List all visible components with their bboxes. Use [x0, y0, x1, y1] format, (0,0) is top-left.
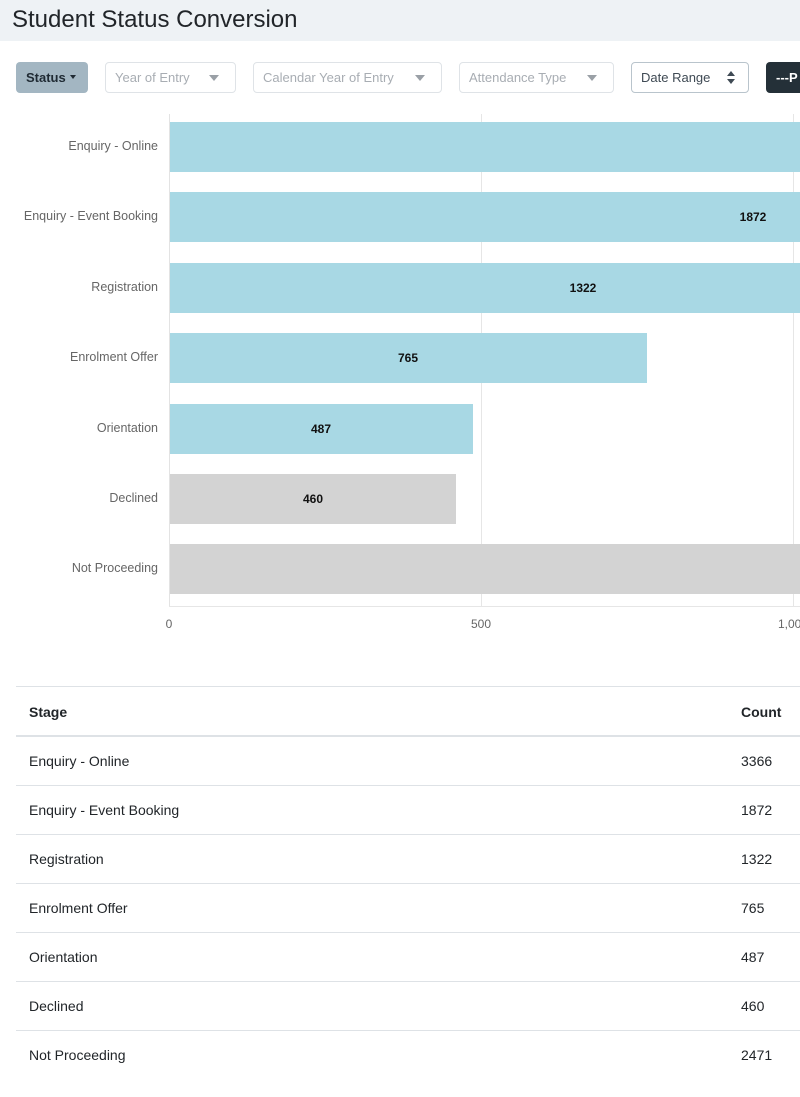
filter-bar: Status Year of Entry Calendar Year of En…	[0, 62, 800, 94]
table-row: Orientation 487	[16, 933, 800, 982]
table-row: Enquiry - Event Booking 1872	[16, 786, 800, 835]
bar-not-proceeding[interactable]	[170, 544, 800, 594]
cell-count: 1872	[741, 802, 773, 818]
category-label: Orientation	[96, 421, 158, 435]
category-label: Enquiry - Event Booking	[23, 209, 158, 223]
x-tick: 500	[470, 617, 492, 631]
caret-down-icon	[209, 75, 219, 81]
bar-enrolment-offer[interactable]	[170, 333, 647, 383]
bar-orientation[interactable]	[170, 404, 473, 454]
status-dropdown-button[interactable]: Status	[16, 62, 88, 93]
y-axis	[169, 114, 170, 607]
table-row: Enrolment Offer 765	[16, 884, 800, 933]
bar-chart: Enquiry - Online Enquiry - Event Booking…	[0, 108, 800, 638]
cell-stage: Enrolment Offer	[29, 900, 128, 916]
cell-stage: Enquiry - Online	[29, 753, 130, 769]
category-label: Declined	[109, 491, 158, 505]
date-range-label: Date Range	[641, 70, 711, 85]
caret-down-icon	[587, 75, 597, 81]
category-label: Enquiry - Online	[68, 139, 158, 153]
cell-stage: Not Proceeding	[29, 1047, 126, 1063]
x-tick: 1,00	[778, 617, 800, 631]
x-axis	[169, 606, 800, 607]
table-header-row: Stage Count	[16, 687, 800, 737]
bar-value-label: 1322	[569, 281, 597, 295]
bar-enquiry-event-booking[interactable]	[170, 192, 800, 242]
cell-stage: Enquiry - Event Booking	[29, 802, 180, 818]
year-of-entry-placeholder: Year of Entry	[115, 70, 190, 85]
cell-count: 765	[741, 900, 765, 916]
cell-count: 460	[741, 998, 765, 1014]
cell-count: 2471	[741, 1047, 773, 1063]
page-header: Student Status Conversion	[0, 0, 800, 41]
x-tick: 0	[165, 617, 173, 631]
cell-count: 3366	[741, 753, 773, 769]
table-row: Enquiry - Online 3366	[16, 737, 800, 786]
bar-value-label: 460	[302, 492, 324, 506]
caret-down-icon	[69, 74, 76, 79]
calendar-year-of-entry-select[interactable]: Calendar Year of Entry	[253, 62, 442, 93]
category-label: Not Proceeding	[71, 561, 158, 575]
bar-registration[interactable]	[170, 263, 800, 313]
cell-count: 1322	[741, 851, 773, 867]
bar-value-label: 1872	[739, 210, 767, 224]
page-title: Student Status Conversion	[12, 6, 298, 33]
cell-count: 487	[741, 949, 765, 965]
date-range-select[interactable]: Date Range	[631, 62, 749, 93]
cell-stage: Declined	[29, 998, 84, 1014]
attendance-type-select[interactable]: Attendance Type	[459, 62, 614, 93]
category-label: Enrolment Offer	[69, 350, 158, 364]
attendance-type-placeholder: Attendance Type	[469, 70, 567, 85]
category-label: Registration	[91, 280, 158, 294]
sort-updown-icon	[727, 71, 735, 84]
bar-value-label: 487	[310, 422, 332, 436]
column-header-stage[interactable]: Stage	[29, 704, 68, 720]
bar-enquiry-online[interactable]	[170, 122, 800, 172]
bar-value-label: 765	[397, 351, 419, 365]
table-top-border	[16, 686, 800, 687]
cell-stage: Registration	[29, 851, 104, 867]
stage-count-table: Stage Count Enquiry - Online 3366 Enquir…	[16, 686, 800, 1080]
cell-stage: Orientation	[29, 949, 98, 965]
caret-down-icon	[415, 75, 425, 81]
calendar-year-placeholder: Calendar Year of Entry	[263, 70, 394, 85]
gridline-1000	[793, 114, 794, 607]
column-header-count[interactable]: Count	[741, 704, 782, 720]
status-label: Status	[26, 70, 66, 85]
table-row: Not Proceeding 2471	[16, 1031, 800, 1080]
bar-declined[interactable]	[170, 474, 456, 524]
table-row: Declined 460	[16, 982, 800, 1031]
table-row: Registration 1322	[16, 835, 800, 884]
year-of-entry-select[interactable]: Year of Entry	[105, 62, 236, 93]
dark-action-button[interactable]: ---P	[766, 62, 800, 93]
